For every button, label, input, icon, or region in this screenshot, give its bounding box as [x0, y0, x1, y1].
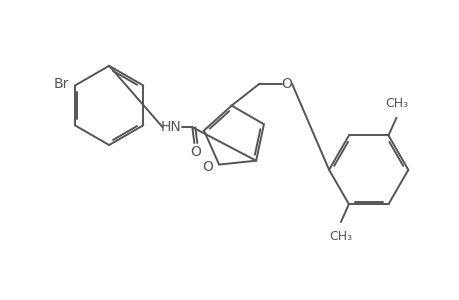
Text: O: O: [190, 145, 200, 159]
Text: CH₃: CH₃: [384, 97, 407, 110]
Text: HN: HN: [160, 120, 180, 134]
Text: CH₃: CH₃: [329, 230, 352, 243]
Text: Br: Br: [53, 76, 69, 91]
Text: O: O: [281, 77, 292, 91]
Text: O: O: [202, 160, 213, 174]
